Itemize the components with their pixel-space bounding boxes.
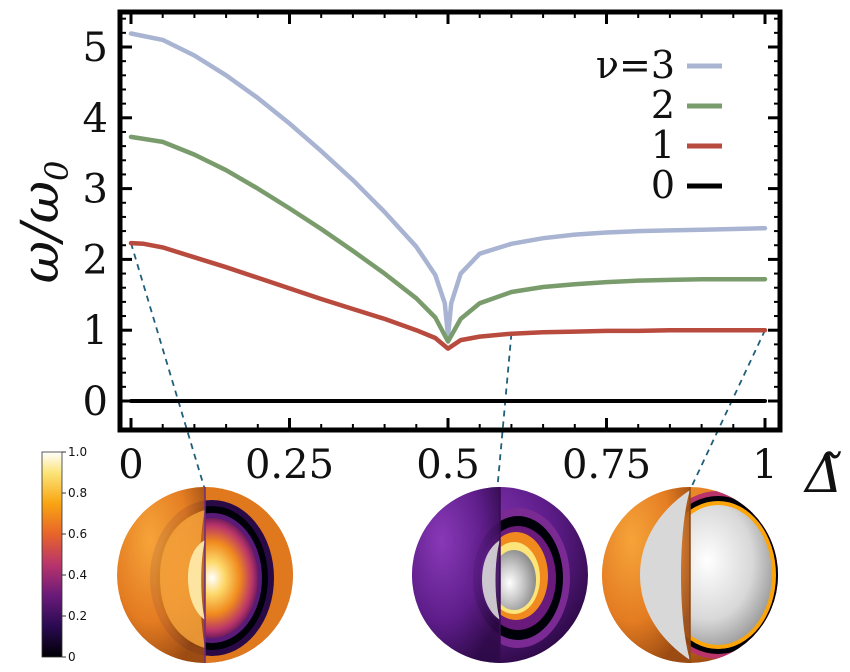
y-tick-label: 1 <box>83 308 108 354</box>
x-tick-label: 0 <box>118 442 143 488</box>
series-line-0 <box>128 31 768 339</box>
x-tick-label: 0.5 <box>416 442 480 488</box>
series-line-2 <box>128 240 768 351</box>
colorbar-tick-label: 1.0 <box>68 445 87 459</box>
colorbar-gradient <box>41 451 63 658</box>
x-axis-title: Δ̃ <box>803 445 843 505</box>
sphere-left <box>117 487 293 663</box>
y-tick-label: 3 <box>83 167 108 213</box>
x-tick-label: 0.25 <box>245 442 334 488</box>
y-axis-title-main: ω/ω <box>11 181 71 283</box>
x-tick-labels: 0 0.25 0.5 0.75 1 <box>118 442 777 488</box>
connector-sphere-right <box>689 329 766 491</box>
x-tick-label: 1 <box>752 442 777 488</box>
y-tick-label: 2 <box>83 237 108 283</box>
y-tick-label: 4 <box>83 96 108 142</box>
sphere-right <box>602 487 778 663</box>
colorbar-tick-label: 0.4 <box>68 568 87 582</box>
y-tick-labels: 0 1 2 3 4 5 <box>83 25 108 425</box>
y-tick-label: 5 <box>83 25 108 71</box>
series-lines <box>128 31 768 403</box>
y-axis-title: ω/ω0 <box>11 161 76 284</box>
dashed-connectors <box>130 242 766 493</box>
y-axis-title-sub: 0 <box>38 161 76 181</box>
x-tick-label: 0.75 <box>562 442 651 488</box>
axis-ticks <box>120 12 780 430</box>
plot-frame <box>117 9 783 433</box>
connector-sphere-left <box>130 242 206 491</box>
colorbar-ticks: 0 0.2 0.4 0.6 0.8 1.0 <box>62 445 87 664</box>
legend-label-3: 0 <box>651 163 675 207</box>
svg-text:ω/ω0: ω/ω0 <box>11 161 76 284</box>
legend-label-2: 1 <box>651 123 675 167</box>
sphere-middle <box>412 487 588 663</box>
series-line-1 <box>128 134 768 344</box>
colorbar-tick-label: 0 <box>68 650 76 664</box>
colorbar-tick-label: 0.8 <box>68 486 87 500</box>
legend-label-1: 2 <box>651 83 675 127</box>
colorbar: 0 0.2 0.4 0.6 0.8 1.0 <box>41 445 87 664</box>
y-tick-label: 0 <box>83 379 108 425</box>
connector-sphere-middle <box>496 333 513 493</box>
colorbar-tick-label: 0.6 <box>68 527 87 541</box>
colorbar-tick-label: 0.2 <box>68 609 87 623</box>
legend-label-0: ν=3 <box>596 43 675 87</box>
